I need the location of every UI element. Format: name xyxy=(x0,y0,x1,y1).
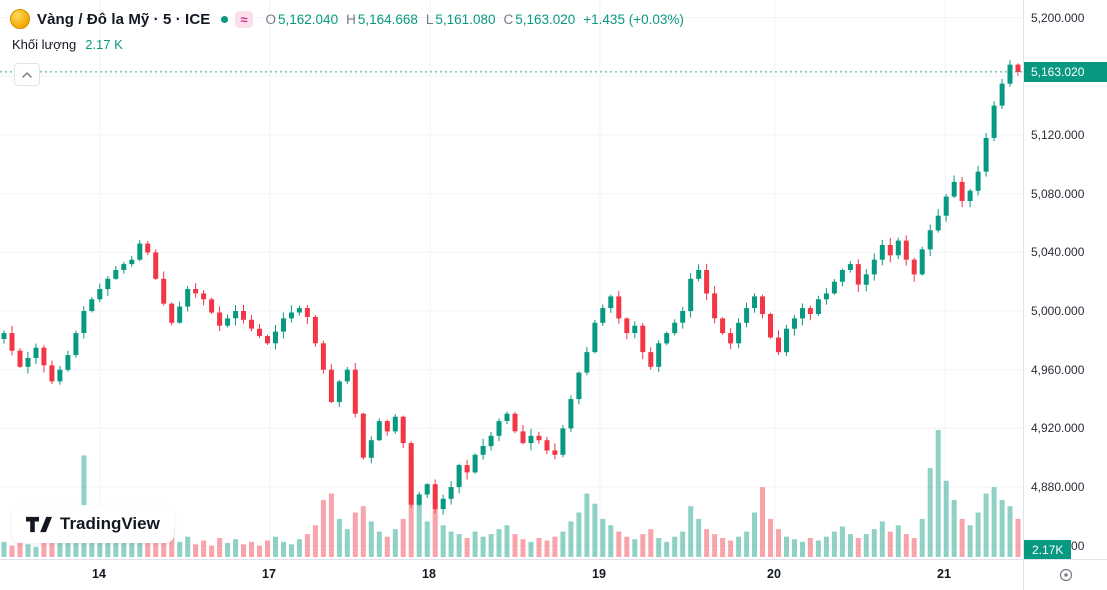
low-value: 5,161.080 xyxy=(435,11,496,27)
close-label: C xyxy=(503,11,514,27)
tradingview-logo-text: TradingView xyxy=(60,514,160,533)
time-tick-label[interactable]: 20 xyxy=(767,567,781,581)
high-value: 5,164.668 xyxy=(357,11,418,27)
open-value: 5,162.040 xyxy=(278,11,339,27)
chart-pane[interactable]: Vàng / Đô la Mỹ · 5 · ICE ≈ O 5,162.040 … xyxy=(0,0,1022,559)
close-value: 5,163.020 xyxy=(515,11,576,27)
tradingview-watermark[interactable]: TradingView xyxy=(12,505,174,543)
last-volume-badge: 2.17K xyxy=(1024,540,1072,559)
symbol-title[interactable]: Vàng / Đô la Mỹ · 5 · ICE xyxy=(37,10,211,28)
candlestick-chart-canvas[interactable] xyxy=(0,0,1022,559)
legend: Vàng / Đô la Mỹ · 5 · ICE ≈ O 5,162.040 … xyxy=(10,8,684,86)
last-price-badge: 5,163.020 xyxy=(1024,62,1107,82)
legend-collapse-button[interactable] xyxy=(14,63,40,86)
price-tick-label: 4,880.000 xyxy=(1031,480,1085,494)
time-tick-label[interactable]: 17 xyxy=(262,567,276,581)
market-open-dot-icon xyxy=(221,15,229,23)
open-label: O xyxy=(265,11,277,27)
legend-symbol-row: Vàng / Đô la Mỹ · 5 · ICE ≈ O 5,162.040 … xyxy=(10,8,684,30)
candlestick-series xyxy=(1,60,1021,515)
change-value: +1.435 (+0.03%) xyxy=(583,11,684,27)
low-label: L xyxy=(425,11,434,27)
price-tick-label: 5,040.000 xyxy=(1031,245,1085,259)
tradingview-logo-icon xyxy=(26,516,52,532)
legend-volume-row: Khối lượng 2.17 K xyxy=(10,37,684,52)
axis-corner xyxy=(1023,559,1107,590)
volume-label[interactable]: Khối lượng xyxy=(12,37,77,52)
time-tick-label[interactable]: 21 xyxy=(937,567,951,581)
time-tick-label[interactable]: 14 xyxy=(92,567,106,581)
ohlc-values: O 5,162.040 H 5,164.668 L 5,161.080 C 5,… xyxy=(266,12,684,27)
price-tick-label: 4,960.000 xyxy=(1031,363,1085,377)
time-tick-label[interactable]: 19 xyxy=(592,567,606,581)
price-axis[interactable]: 5,200.000 5,120.000 5,080.000 5,040.000 5,00… xyxy=(1023,0,1107,559)
time-axis[interactable]: 14 17 18 19 20 21 xyxy=(0,559,1023,590)
price-tick-label: 5,000.000 xyxy=(1031,304,1085,318)
price-scale-target-icon[interactable] xyxy=(1058,567,1074,583)
gold-coin-icon xyxy=(10,9,30,29)
high-label: H xyxy=(346,11,356,27)
price-tick-label: 5,120.000 xyxy=(1031,128,1085,142)
delayed-data-badge[interactable]: ≈ xyxy=(235,10,253,28)
price-tick-label: 5,080.000 xyxy=(1031,187,1085,201)
price-tick-label: 4,920.000 xyxy=(1031,421,1085,435)
time-tick-label[interactable]: 18 xyxy=(422,567,436,581)
price-tick-label: 5,200.000 xyxy=(1031,11,1085,25)
chevron-up-icon xyxy=(22,71,32,78)
volume-value: 2.17 K xyxy=(85,37,123,52)
